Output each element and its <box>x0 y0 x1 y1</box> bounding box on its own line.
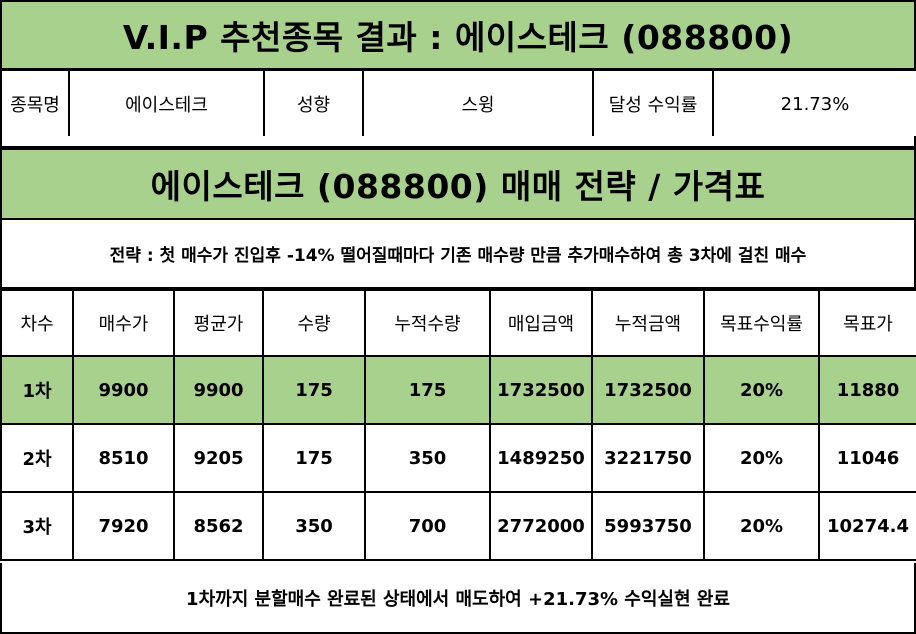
cell-quantity: 350 <box>262 491 366 561</box>
cell-avg-price: 9900 <box>173 355 264 425</box>
cell-cum-amount: 5993750 <box>591 491 705 561</box>
cell-cum-quantity: 350 <box>364 423 491 493</box>
cell-target-return: 20% <box>703 355 820 425</box>
cell-round: 3차 <box>0 491 74 561</box>
cell-target-price: 11046 <box>818 423 916 493</box>
stock-info-table: 종목명 에이스테크 성향 스윙 달성 수익률 21.73% <box>0 69 916 139</box>
stock-name-value: 에이스테크 <box>68 69 265 139</box>
cell-avg-price: 9205 <box>173 423 264 493</box>
header-buy-price: 매수가 <box>72 289 175 357</box>
cell-buy-price: 7920 <box>72 491 175 561</box>
header-buy-amount: 매입금액 <box>489 289 593 357</box>
stock-info-row: 종목명 에이스테크 성향 스윙 달성 수익률 21.73% <box>0 69 916 139</box>
style-value: 스윙 <box>362 69 594 139</box>
cell-quantity: 175 <box>262 423 366 493</box>
cell-buy-amount: 1489250 <box>489 423 593 493</box>
cell-cum-amount: 3221750 <box>591 423 705 493</box>
header-cum-quantity: 누적수량 <box>364 289 491 357</box>
header-round: 차수 <box>0 289 74 357</box>
header-target-price: 목표가 <box>818 289 916 357</box>
cell-avg-price: 8562 <box>173 491 264 561</box>
cell-buy-price: 8510 <box>72 423 175 493</box>
strategy-title: 에이스테크 (088800) 매매 전략 / 가격표 <box>0 148 916 220</box>
cell-target-return: 20% <box>703 491 820 561</box>
table-header-row: 차수 매수가 평균가 수량 누적수량 매입금액 누적금액 목표수익률 목표가 <box>0 289 916 357</box>
section-gap <box>0 136 916 148</box>
cell-round: 2차 <box>0 423 74 493</box>
header-cum-amount: 누적금액 <box>591 289 705 357</box>
header-target-return: 목표수익률 <box>703 289 820 357</box>
strategy-description: 전략 : 첫 매수가 진입후 -14% 떨어질때마다 기존 매수량 만큼 추가매… <box>0 219 916 289</box>
cell-quantity: 175 <box>262 355 366 425</box>
cell-buy-amount: 1732500 <box>489 355 593 425</box>
achieved-return-value: 21.73% <box>712 69 916 139</box>
header-avg-price: 평균가 <box>173 289 264 357</box>
table-row: 2차 8510 9205 175 350 1489250 3221750 20%… <box>0 423 916 493</box>
cell-cum-quantity: 175 <box>364 355 491 425</box>
header-quantity: 수량 <box>262 289 366 357</box>
style-label: 성향 <box>263 69 364 139</box>
cell-cum-amount: 1732500 <box>591 355 705 425</box>
result-summary: 1차까지 분할매수 완료된 상태에서 매도하여 +21.73% 수익실현 완료 <box>0 563 916 634</box>
cell-buy-amount: 2772000 <box>489 491 593 561</box>
table-row: 1차 9900 9900 175 175 1732500 1732500 20%… <box>0 355 916 425</box>
price-table: 차수 매수가 평균가 수량 누적수량 매입금액 누적금액 목표수익률 목표가 1… <box>0 289 916 561</box>
cell-target-price: 10274.4 <box>818 491 916 561</box>
cell-target-price: 11880 <box>818 355 916 425</box>
result-title: V.I.P 추천종목 결과 : 에이스테크 (088800) <box>0 0 916 70</box>
cell-round: 1차 <box>0 355 74 425</box>
cell-target-return: 20% <box>703 423 820 493</box>
table-row: 3차 7920 8562 350 700 2772000 5993750 20%… <box>0 491 916 561</box>
achieved-return-label: 달성 수익률 <box>592 69 714 139</box>
stock-name-label: 종목명 <box>0 69 70 139</box>
cell-cum-quantity: 700 <box>364 491 491 561</box>
cell-buy-price: 9900 <box>72 355 175 425</box>
